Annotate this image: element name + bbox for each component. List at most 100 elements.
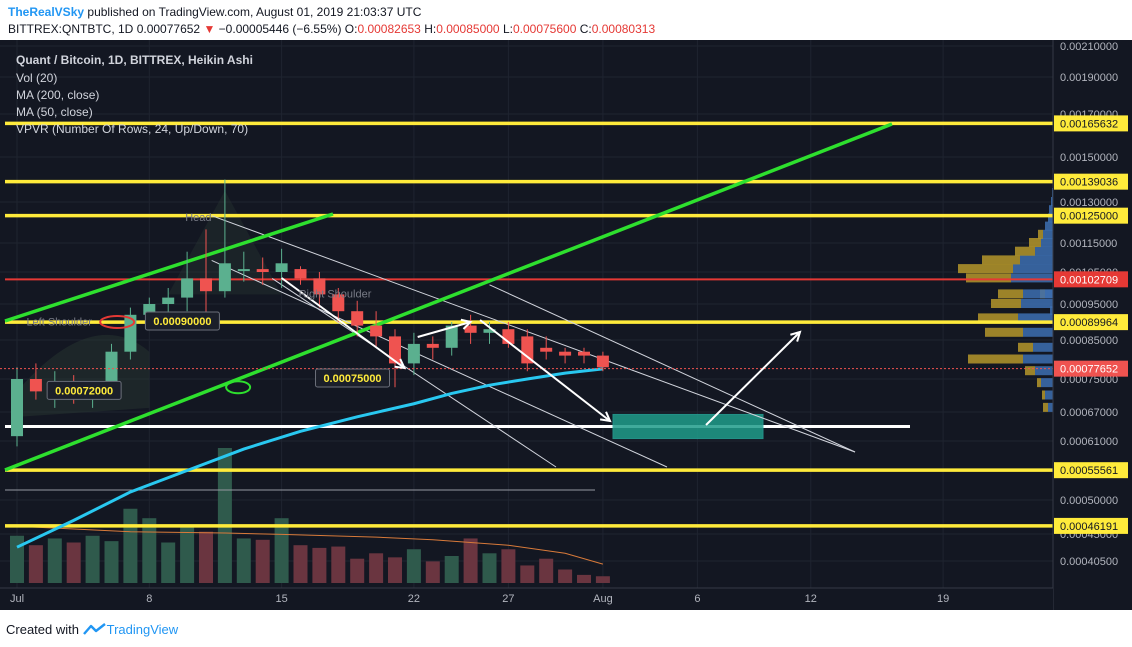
volume-profile-up-bar <box>1025 366 1035 376</box>
volume-bar <box>199 531 213 583</box>
descending-channel-line <box>211 259 668 468</box>
level-axis-badge <box>1054 462 1128 479</box>
volume-profile-up-bar <box>1029 238 1041 247</box>
candle-body <box>407 343 420 364</box>
level-axis-label: 0.00046191 <box>1060 521 1118 533</box>
candle-body <box>540 347 553 352</box>
arrow-head <box>599 411 612 423</box>
volume-bar <box>142 518 157 583</box>
legend-vpvr: VPVR (Number Of Rows, 24, Up/Down, 70) <box>16 122 249 136</box>
volume-bar <box>595 576 610 583</box>
volume-bar <box>406 549 421 583</box>
price-tag-box <box>144 311 220 331</box>
x-tick-label: 8 <box>146 593 152 605</box>
legend-ma50: MA (50, close) <box>16 105 93 119</box>
ohlc-low-label: L: <box>502 22 513 36</box>
y-tick-label: 0.00040500 <box>1060 556 1118 568</box>
volume-bar <box>501 549 516 583</box>
volume-profile-up-bar <box>982 255 1020 265</box>
volume-profile-down-bar <box>1049 205 1053 215</box>
y-tick-label: 0.00061000 <box>1060 436 1118 448</box>
volume-bar <box>369 553 384 583</box>
x-tick-label: Jul <box>10 593 24 605</box>
ohlc-open-label: O: <box>344 22 358 36</box>
candle-body <box>389 336 401 364</box>
level-axis-badge <box>1054 207 1128 224</box>
volume-profile-up-bar <box>985 327 1023 337</box>
close-value: 0.00077652 <box>136 22 201 36</box>
x-tick-label: 27 <box>502 593 514 605</box>
projection-arrow <box>479 319 611 422</box>
created-with-text: Created with <box>6 622 79 637</box>
level-axis-label: 0.00102709 <box>1060 274 1118 286</box>
tradingview-brand[interactable]: TradingView <box>106 622 179 637</box>
candle-body <box>559 351 572 356</box>
arrow-head <box>394 358 407 370</box>
candle-body <box>578 351 590 356</box>
candle-body <box>521 336 534 364</box>
volume-bar <box>520 565 535 583</box>
level-axis-label: 0.00055561 <box>1060 465 1118 477</box>
y-tick-label: 0.00190000 <box>1060 72 1118 84</box>
volume-bar <box>312 547 327 583</box>
volume-profile-up-bar <box>1038 229 1043 239</box>
trend-channel-upper-line <box>4 212 334 323</box>
volume-profile-down-bar <box>1023 354 1053 364</box>
volume-bar <box>558 569 573 583</box>
volume-profile-down-bar <box>1023 327 1053 337</box>
volume-bar <box>539 558 554 583</box>
volume-profile-down-bar <box>1035 366 1053 376</box>
volume-profile-up-bar <box>1043 402 1048 412</box>
change-value: −0.00005446 (−6.55%) <box>218 22 342 36</box>
candle-body <box>29 379 42 392</box>
y-tick-label: 0.00150000 <box>1060 152 1118 164</box>
volume-profile-down-bar <box>1048 402 1053 412</box>
publish-line: TheRealVSky published on TradingView.com… <box>8 5 421 19</box>
volume-profile-down-bar <box>1018 313 1053 323</box>
volume-profile-down-bar <box>1041 378 1053 388</box>
candle-body <box>181 278 194 298</box>
author-name[interactable]: TheRealVSky <box>8 5 85 19</box>
volume-profile-down-bar <box>1020 255 1053 265</box>
volume-bar <box>161 542 176 583</box>
volume-profile-down-bar <box>1050 306 1053 316</box>
volume-ma-line <box>16 525 604 565</box>
volume-bar <box>388 557 402 583</box>
legend-title: Quant / Bitcoin, 1D, BITTREX, Heikin Ash… <box>16 53 253 67</box>
volume-profile-up-bar <box>1037 378 1041 388</box>
level-axis-badge <box>1054 314 1128 331</box>
candle-body <box>426 343 439 348</box>
candle-body <box>294 269 307 279</box>
candle-body <box>143 304 156 315</box>
price-tag-label: 0.00072000 <box>55 385 113 397</box>
price-tag-label: 0.00090000 <box>153 316 211 328</box>
legend-volume: Vol (20) <box>16 71 58 85</box>
ohlc-open-value: 0.00082653 <box>357 22 421 36</box>
level-axis-label: 0.00089964 <box>1060 317 1118 329</box>
pattern-label: Left Shoulder <box>26 317 92 329</box>
chart-canvas[interactable]: 0.00090000 0.00075000 0.00072000 Head Left S… <box>0 40 1132 610</box>
candle-body <box>464 325 477 333</box>
chart-area[interactable]: 0.00090000 0.00075000 0.00072000 Head Left S… <box>0 40 1132 610</box>
candle-body <box>370 325 383 337</box>
ohlc-close-value: 0.00080313 <box>591 22 656 36</box>
volume-profile-up-bar <box>966 273 1011 283</box>
published-text: published on TradingView.com, August 01,… <box>87 5 422 19</box>
level-axis-badge <box>1054 173 1128 190</box>
x-tick-label: 6 <box>694 593 700 605</box>
level-axis-badge <box>1054 517 1128 534</box>
breakout-circle <box>99 315 136 329</box>
created-with-line: Created with TradingView <box>6 622 178 637</box>
legend-ma200: MA (200, close) <box>16 88 100 102</box>
chart-header: TheRealVSky published on TradingView.com… <box>0 0 1132 40</box>
volume-profile-down-bar <box>1045 390 1053 400</box>
volume-bar <box>274 518 289 583</box>
trend-channel-lower-line <box>4 122 893 472</box>
symbol-info-line: BITTREX:QNTBTC, 1D 0.00077652 ▼ −0.00005… <box>8 22 655 36</box>
level-axis-label: 0.00165632 <box>1060 118 1118 130</box>
x-tick-label: 15 <box>275 593 287 605</box>
candle-body <box>11 379 23 437</box>
volume-bar <box>236 538 251 583</box>
volume-profile-up-bar <box>978 313 1018 323</box>
ohlc-close-label: C: <box>579 22 592 36</box>
